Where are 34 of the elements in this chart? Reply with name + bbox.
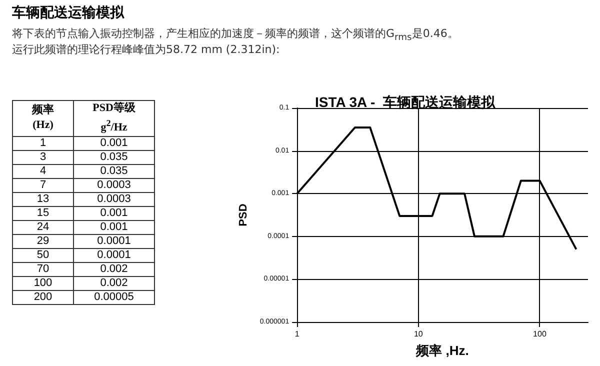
- text: 0.00005: [94, 290, 134, 303]
- text: 0.002: [100, 262, 128, 275]
- category-label: 24: [12, 220, 74, 234]
- text: 0.0001: [97, 234, 131, 247]
- text: 0.0001: [97, 248, 131, 261]
- category-label: 29: [12, 234, 74, 248]
- category-label: 7: [12, 178, 74, 192]
- category-label: 3: [12, 150, 74, 164]
- text: PSD等级 g$^{2}$/Hz: [74, 100, 154, 136]
- text: 0.0003: [97, 178, 131, 191]
- y-axis-title: PSD: [238, 204, 250, 226]
- text: 0.0003: [97, 192, 131, 205]
- category-label: 1: [12, 136, 74, 150]
- x-axis-title: 频率 ,Hz.: [415, 343, 469, 358]
- category-label: 100: [12, 276, 74, 290]
- text: 0.035: [100, 164, 128, 177]
- category-label: 200: [12, 290, 74, 304]
- text: 0.002: [100, 276, 128, 289]
- text: 0.001: [100, 136, 128, 149]
- text: 频率 (Hz): [12, 100, 74, 136]
- x-tick-label: 10: [414, 330, 424, 338]
- category-label: 15: [12, 206, 74, 220]
- x-tick-label: 100: [533, 330, 547, 338]
- text: 车辆配送运输模拟: [12, 4, 124, 22]
- category-label: 13: [12, 192, 74, 206]
- text: 运行此频谱的理论行程峰峰值为58.72 mm (2.312in):: [12, 42, 280, 57]
- text: 0.035: [100, 150, 128, 163]
- text: 0.001: [100, 220, 128, 233]
- text: 0.001: [100, 206, 128, 219]
- text: 将下表的节点输入振动控制器，产生相应的加速度－频率的频谱，这个频谱的G$_{rms}$是0.46。: [12, 26, 458, 44]
- category-label: 70: [12, 262, 74, 276]
- x-tick-label: 1: [294, 330, 300, 338]
- category-label: 4: [12, 164, 74, 178]
- category-label: 50: [12, 248, 74, 262]
